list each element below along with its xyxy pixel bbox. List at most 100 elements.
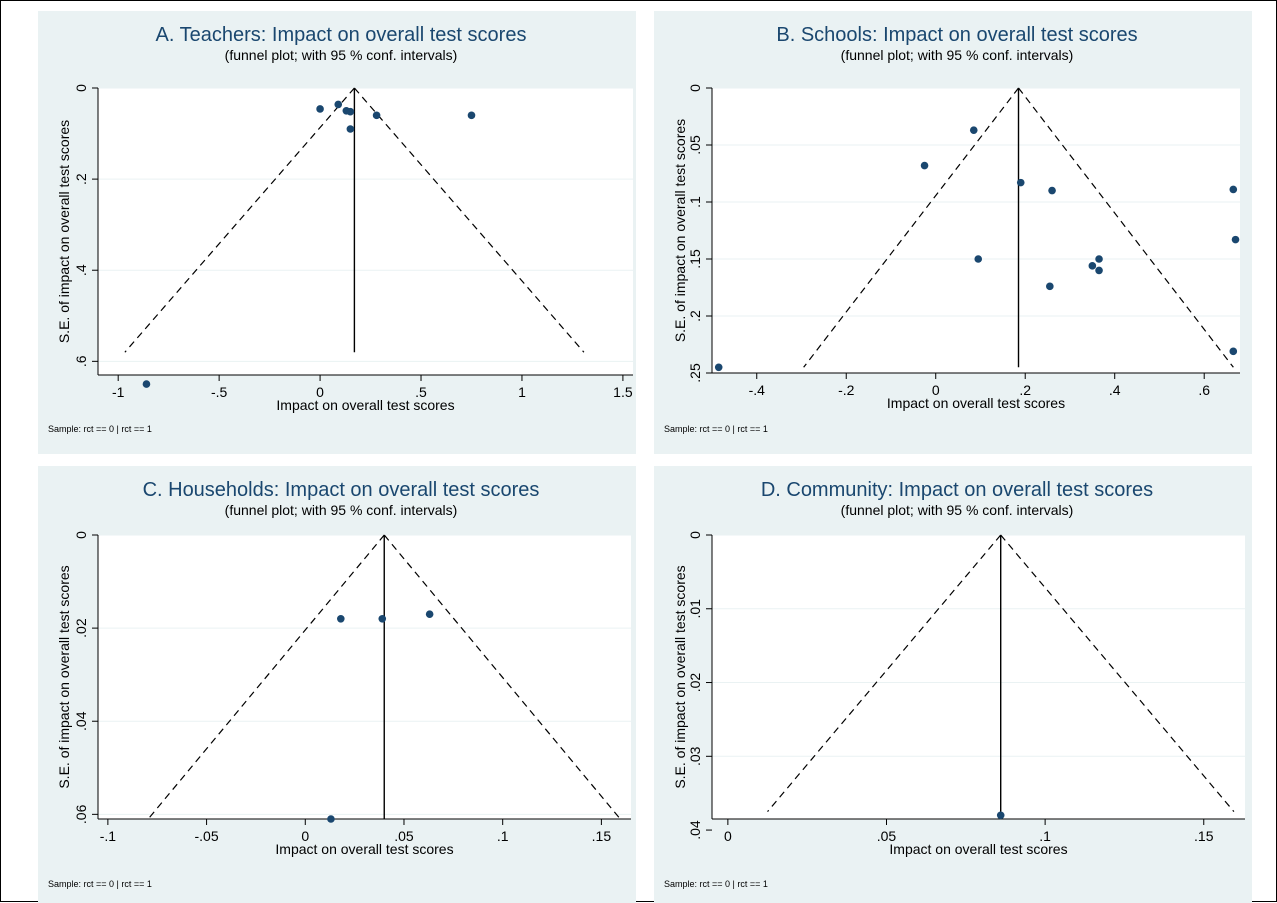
x-axis-label: Impact on overall test scores	[275, 841, 453, 857]
y-tick-label: .15	[687, 249, 703, 269]
y-tick-label: .1	[687, 196, 703, 208]
funnel-ci-left	[124, 87, 355, 353]
y-tick-label: .02	[73, 618, 89, 638]
chart-panel-d: D. Community: Impact on overall test sco…	[654, 466, 1252, 903]
data-point	[346, 107, 355, 116]
x-tick-label: -.2	[838, 382, 855, 398]
y-tick-label: .2	[687, 310, 703, 322]
y-tick-label: 0	[687, 84, 703, 92]
x-axis-label: Impact on overall test scores	[276, 397, 454, 413]
funnel-ci-right	[383, 534, 621, 820]
chart-title: A. Teachers: Impact on overall test scor…	[156, 24, 527, 46]
x-tick-label: -.4	[749, 382, 766, 398]
chart-subtitle: (funnel plot; with 95 % conf. intervals)	[841, 502, 1074, 518]
chart-title: B. Schools: Impact on overall test score…	[776, 24, 1137, 46]
data-point	[467, 111, 476, 120]
chart-panel-c: C. Households: Impact on overall test sc…	[38, 466, 636, 903]
y-tick-label: 0	[687, 531, 703, 539]
y-tick-label: .03	[687, 746, 703, 766]
y-tick-label: .06	[73, 804, 89, 824]
x-tick-label: .05	[877, 828, 897, 844]
x-tick-label: .1	[1039, 828, 1051, 844]
funnel-ci-left	[147, 534, 385, 820]
sample-note: Sample: rct == 0 | rct == 1	[48, 424, 152, 434]
x-tick-label: .15	[592, 828, 612, 844]
x-tick-label: 1.5	[613, 384, 633, 400]
sample-note: Sample: rct == 0 | rct == 1	[664, 879, 768, 889]
x-tick-label: 0	[724, 828, 732, 844]
x-tick-label: 0	[932, 382, 940, 398]
x-tick-label: .2	[1019, 382, 1031, 398]
y-tick-label: .04	[687, 820, 703, 840]
y-tick-label: .2	[73, 173, 89, 185]
x-tick-label: .4	[1109, 382, 1121, 398]
chart-subtitle: (funnel plot; with 95 % conf. intervals)	[225, 502, 458, 518]
chart-panel-b: B. Schools: Impact on overall test score…	[654, 11, 1252, 454]
x-tick-label: 0	[301, 828, 309, 844]
y-tick-label: 0	[73, 84, 89, 92]
y-tick-label: .01	[687, 599, 703, 619]
plot-area	[712, 88, 1240, 373]
data-point	[1046, 282, 1054, 291]
funnel-ci-right	[1018, 87, 1234, 368]
y-tick-label: .02	[687, 673, 703, 693]
funnel-ci-right	[353, 87, 585, 353]
chart-title: C. Households: Impact on overall test sc…	[143, 479, 540, 501]
data-point	[346, 125, 355, 133]
x-axis-label: Impact on overall test scores	[887, 395, 1065, 411]
chart-title: D. Community: Impact on overall test sco…	[761, 479, 1153, 501]
plot-area	[712, 535, 1245, 819]
y-axis-label: S.E. of impact on overall test scores	[56, 120, 72, 343]
y-axis-label: S.E. of impact on overall test scores	[672, 119, 688, 342]
sample-note: Sample: rct == 0 | rct == 1	[664, 424, 768, 434]
plot-area	[98, 88, 633, 375]
x-axis-label: Impact on overall test scores	[889, 841, 1067, 857]
chart-subtitle: (funnel plot; with 95 % conf. intervals)	[841, 47, 1074, 63]
data-point	[996, 811, 1005, 820]
y-tick-label: .25	[687, 363, 703, 383]
data-point	[337, 615, 345, 623]
x-tick-label: -.1	[100, 828, 117, 844]
data-point	[1088, 262, 1097, 270]
x-tick-label: -.5	[211, 384, 228, 400]
x-tick-label: -.05	[195, 828, 219, 844]
data-point	[920, 161, 929, 170]
data-point	[1095, 255, 1103, 263]
x-tick-label: -1	[112, 384, 125, 400]
y-tick-label: .4	[73, 264, 89, 276]
data-point	[1016, 178, 1025, 187]
x-tick-label: .05	[394, 828, 414, 844]
chart-panel-a: A. Teachers: Impact on overall test scor…	[38, 11, 636, 454]
data-point	[974, 255, 983, 263]
data-point	[425, 610, 434, 618]
x-tick-label: .15	[1194, 828, 1214, 844]
funnel-ci-right	[1000, 534, 1235, 813]
sample-note: Sample: rct == 0 | rct == 1	[48, 879, 152, 889]
funnel-ci-left	[767, 534, 1002, 813]
y-tick-label: .04	[73, 711, 89, 731]
data-point	[1048, 186, 1056, 195]
data-point	[1229, 347, 1238, 356]
data-point	[334, 100, 343, 109]
data-point	[969, 126, 978, 134]
x-tick-label: 0	[316, 384, 324, 400]
x-tick-label: .1	[497, 828, 509, 844]
x-tick-label: 1	[518, 384, 526, 400]
data-point	[714, 363, 723, 372]
y-tick-label: .6	[73, 355, 89, 367]
x-tick-label: .5	[415, 384, 427, 400]
data-point	[316, 105, 324, 113]
chart-subtitle: (funnel plot; with 95 % conf. intervals)	[225, 47, 458, 63]
data-point	[1229, 185, 1238, 194]
data-point	[142, 380, 151, 388]
x-tick-label: .6	[1198, 382, 1210, 398]
y-axis-label: S.E. of impact on overall test scores	[672, 565, 688, 788]
funnel-ci-left	[803, 87, 1019, 368]
y-tick-label: .05	[687, 135, 703, 155]
y-axis-label: S.E. of impact on overall test scores	[56, 565, 72, 788]
data-point	[378, 615, 387, 623]
y-tick-label: 0	[73, 531, 89, 539]
data-point	[372, 111, 381, 120]
